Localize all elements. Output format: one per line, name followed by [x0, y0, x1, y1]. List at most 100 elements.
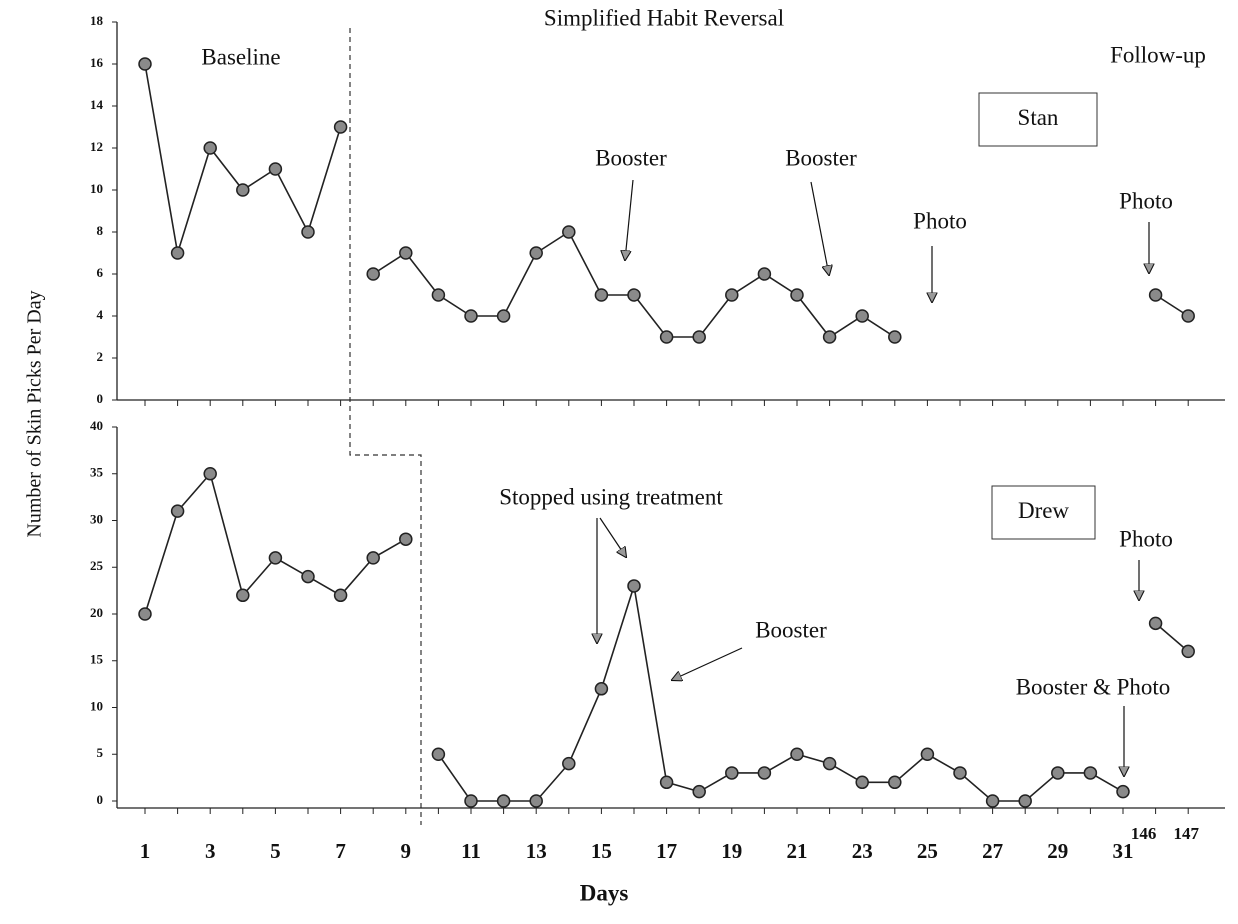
data-point: [920, 747, 935, 761]
data-point: [333, 588, 348, 603]
data-point: [822, 330, 837, 344]
data-point: [627, 288, 641, 302]
y-tick-label: 12: [90, 139, 103, 154]
data-point: [1051, 766, 1065, 780]
x-tick-label: 11: [461, 839, 481, 863]
data-point: [594, 288, 609, 302]
data-point: [757, 267, 772, 281]
y-tick-label: 8: [97, 223, 104, 238]
data-point: [268, 551, 283, 565]
x-tick-label: 9: [401, 839, 412, 863]
data-point: [333, 120, 348, 134]
data-point: [659, 775, 674, 790]
data-point: [692, 784, 706, 799]
data-point: [496, 794, 511, 808]
series-line: [437, 585, 1124, 802]
y-tick-label: 18: [90, 13, 104, 28]
y-tick-label: 4: [97, 307, 104, 322]
y-tick-label: 2: [97, 349, 104, 364]
data-point: [431, 288, 446, 302]
data-point: [529, 246, 543, 260]
series-line: [372, 230, 896, 339]
data-point: [757, 766, 772, 780]
data-point: [170, 504, 185, 518]
data-point: [790, 747, 804, 761]
data-point: [301, 569, 315, 584]
data-point: [855, 775, 869, 790]
data-point: [725, 288, 739, 302]
data-point: [366, 551, 380, 565]
data-point: [431, 747, 446, 761]
data-point: [203, 141, 217, 155]
data-point: [464, 794, 478, 808]
data-point: [627, 579, 641, 593]
annotation: Photo: [913, 208, 967, 233]
y-axis-label: Number of Skin Picks Per Day: [24, 290, 46, 537]
x-axis-label: Days: [580, 880, 629, 905]
data-point: [985, 794, 1000, 808]
legend-box: [991, 485, 1096, 540]
y-tick-label: 35: [90, 465, 104, 480]
data-point: [301, 225, 315, 239]
phase-change-line: [349, 28, 422, 825]
x-tick-label: 19: [721, 839, 742, 863]
x-tick-label: 29: [1047, 839, 1068, 863]
data-point: [464, 309, 478, 323]
data-point: [529, 794, 543, 808]
y-tick-label: 6: [97, 265, 104, 280]
x-tick-label: 21: [787, 839, 808, 863]
y-tick-label: 40: [90, 418, 103, 433]
data-point: [1018, 794, 1032, 808]
x-tick-label: 1: [140, 839, 151, 863]
legend-box: [978, 92, 1098, 147]
annotation: Photo: [1119, 526, 1173, 551]
data-point: [725, 766, 739, 780]
data-point: [1148, 616, 1163, 631]
annotation-arrow: [625, 179, 634, 260]
x-tick-label: 17: [656, 839, 677, 863]
annotation: Stopped using treatment: [499, 484, 723, 509]
y-tick-label: 5: [97, 745, 104, 760]
data-point: [822, 756, 837, 771]
x-tick-label: 27: [982, 839, 1003, 863]
y-tick-label: 14: [90, 97, 104, 112]
y-tick-label: 16: [90, 55, 104, 70]
x-tick-label: 25: [917, 839, 938, 863]
series-line: [144, 63, 342, 254]
data-point: [399, 532, 413, 546]
series-line: [1155, 622, 1189, 653]
data-point: [138, 57, 152, 71]
annotation-arrow: [672, 647, 743, 680]
x-tick-label: 3: [205, 839, 216, 863]
y-tick-label: 30: [90, 511, 103, 526]
data-point: [692, 330, 706, 344]
data-point: [399, 246, 413, 260]
x-tick-label: 146: [1131, 824, 1157, 843]
y-tick-label: 25: [90, 558, 104, 573]
data-point: [170, 246, 185, 260]
annotation: Photo: [1119, 188, 1173, 213]
phase-label: Simplified Habit Reversal: [544, 5, 784, 30]
data-point: [366, 267, 380, 281]
data-point: [138, 607, 152, 621]
data-point: [594, 682, 609, 696]
phase-label: Follow-up: [1110, 42, 1206, 67]
x-tick-label: 5: [270, 839, 281, 863]
data-point: [790, 288, 804, 302]
y-tick-label: 15: [90, 652, 104, 667]
data-point: [496, 309, 511, 323]
data-point: [1181, 644, 1195, 659]
data-point: [236, 183, 250, 197]
annotation-arrow: [599, 517, 626, 557]
data-point: [203, 467, 217, 481]
phase-label: Baseline: [201, 44, 280, 69]
data-point: [953, 766, 967, 780]
y-tick-label: 10: [90, 181, 103, 196]
y-tick-label: 0: [97, 792, 104, 807]
annotation-arrow: [810, 181, 829, 275]
x-tick-label: 23: [852, 839, 873, 863]
series-line: [144, 472, 407, 615]
series-label: Stan: [1018, 105, 1059, 130]
x-tick-label: 147: [1173, 824, 1199, 843]
